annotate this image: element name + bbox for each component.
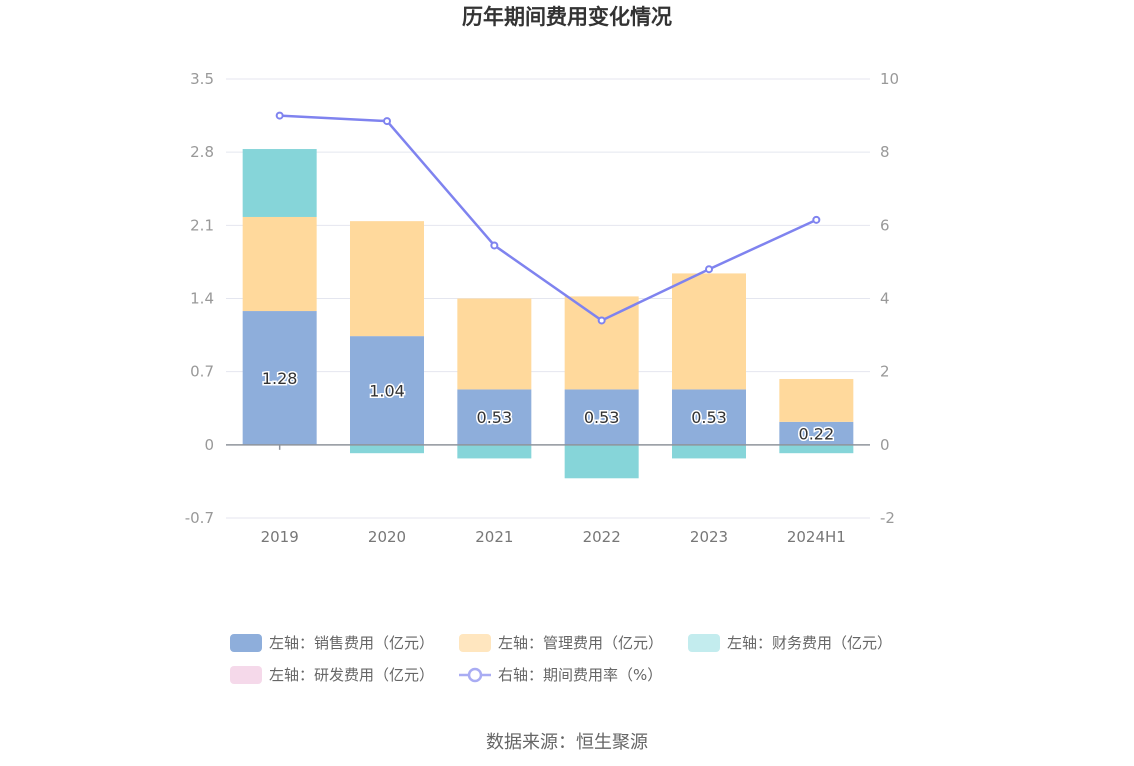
legend-label: 右轴：期间费用率（%） <box>498 666 662 684</box>
x-axis-tick-label: 2020 <box>368 528 406 546</box>
legend-label: 左轴：管理费用（亿元） <box>498 634 663 652</box>
bar-series <box>242 149 854 479</box>
left-axis-tick-label: 2.8 <box>190 143 214 161</box>
rate-point <box>597 316 606 325</box>
legend-line-marker <box>467 667 483 683</box>
left-axis-tick-label: 1.4 <box>190 290 214 308</box>
bar-data-label: 0.53 <box>477 408 513 427</box>
line-series <box>275 111 821 325</box>
rate-point <box>490 241 499 250</box>
right-axis-tick-label: 10 <box>880 70 899 88</box>
bar-segment <box>672 273 746 390</box>
bar-segment <box>564 389 639 445</box>
right-axis-tick-label: 0 <box>880 436 890 454</box>
rate-point <box>383 117 391 126</box>
left-axis-tick-label: 2.1 <box>190 216 214 234</box>
data-labels: 1.28 1.04 0.53 0.53 0.53 0.22 <box>260 367 835 444</box>
legend-swatch <box>230 666 262 684</box>
bar-data-label: 1.28 <box>262 369 298 388</box>
left-axis-tick-label: 0 <box>204 436 214 454</box>
legend: 左轴：销售费用（亿元） 左轴：管理费用（亿元） 左轴：财务费用（亿元） 左轴：研发费用… <box>230 634 892 684</box>
right-axis-tick-label: 8 <box>880 143 890 161</box>
bar-segment <box>457 389 532 445</box>
right-axis-tick-label: 6 <box>880 216 890 234</box>
left-axis-tick-label: 0.7 <box>190 363 214 381</box>
bar-data-label: 1.04 <box>369 381 405 400</box>
legend-label: 左轴：财务费用（亿元） <box>727 634 892 652</box>
x-axis-tick-label: 2021 <box>475 528 513 546</box>
legend-swatch <box>230 634 262 652</box>
x-axis-tick-label: 2019 <box>261 528 299 546</box>
right-axis-tick-label: 2 <box>880 363 890 381</box>
rate-point <box>275 111 284 120</box>
bar-segment <box>350 336 424 445</box>
bar-segment <box>242 216 317 312</box>
bar-segment <box>564 296 639 390</box>
rate-point <box>812 215 821 224</box>
left-axis-tick-label: -0.7 <box>185 509 214 527</box>
rate-point <box>705 265 713 274</box>
x-axis-tick-label: 2022 <box>583 528 621 546</box>
legend-swatch <box>459 634 491 652</box>
bar-segment <box>779 421 854 445</box>
bar-segment <box>242 311 317 445</box>
bar-segment <box>350 444 424 454</box>
x-axis-tick-label: 2023 <box>690 528 728 546</box>
legend-label: 左轴：销售费用（亿元） <box>269 634 434 652</box>
bar-segment <box>672 389 746 445</box>
bar-data-label: 0.22 <box>799 424 835 443</box>
bar-segment <box>457 444 532 459</box>
bar-segment <box>564 444 639 479</box>
bar-segment <box>350 221 424 337</box>
rate-line <box>279 114 817 322</box>
legend-swatch <box>688 634 720 652</box>
right-axis-tick-label: 4 <box>880 290 890 308</box>
chart-title: 历年期间费用变化情况 <box>462 5 672 29</box>
grid-lines <box>226 78 870 519</box>
bar-segment <box>779 444 854 454</box>
x-axis-tick-label: 2024H1 <box>787 528 846 546</box>
bar-segment <box>242 149 317 217</box>
left-axis-tick-label: 3.5 <box>190 70 214 88</box>
bar-segment <box>457 298 532 390</box>
right-axis-tick-label: -2 <box>880 509 895 527</box>
axes: -0.7 0 0.7 1.4 2.1 2.8 3.5 -2 0 2 4 6 8 10 2019 2020 202… <box>185 70 899 546</box>
bar-segment <box>779 378 854 422</box>
bar-data-label: 0.53 <box>584 408 620 427</box>
bar-data-label: 0.53 <box>691 408 727 427</box>
data-source: 数据来源：恒生聚源 <box>486 732 648 753</box>
bar-segment <box>672 444 746 459</box>
legend-label: 左轴：研发费用（亿元） <box>269 666 434 684</box>
